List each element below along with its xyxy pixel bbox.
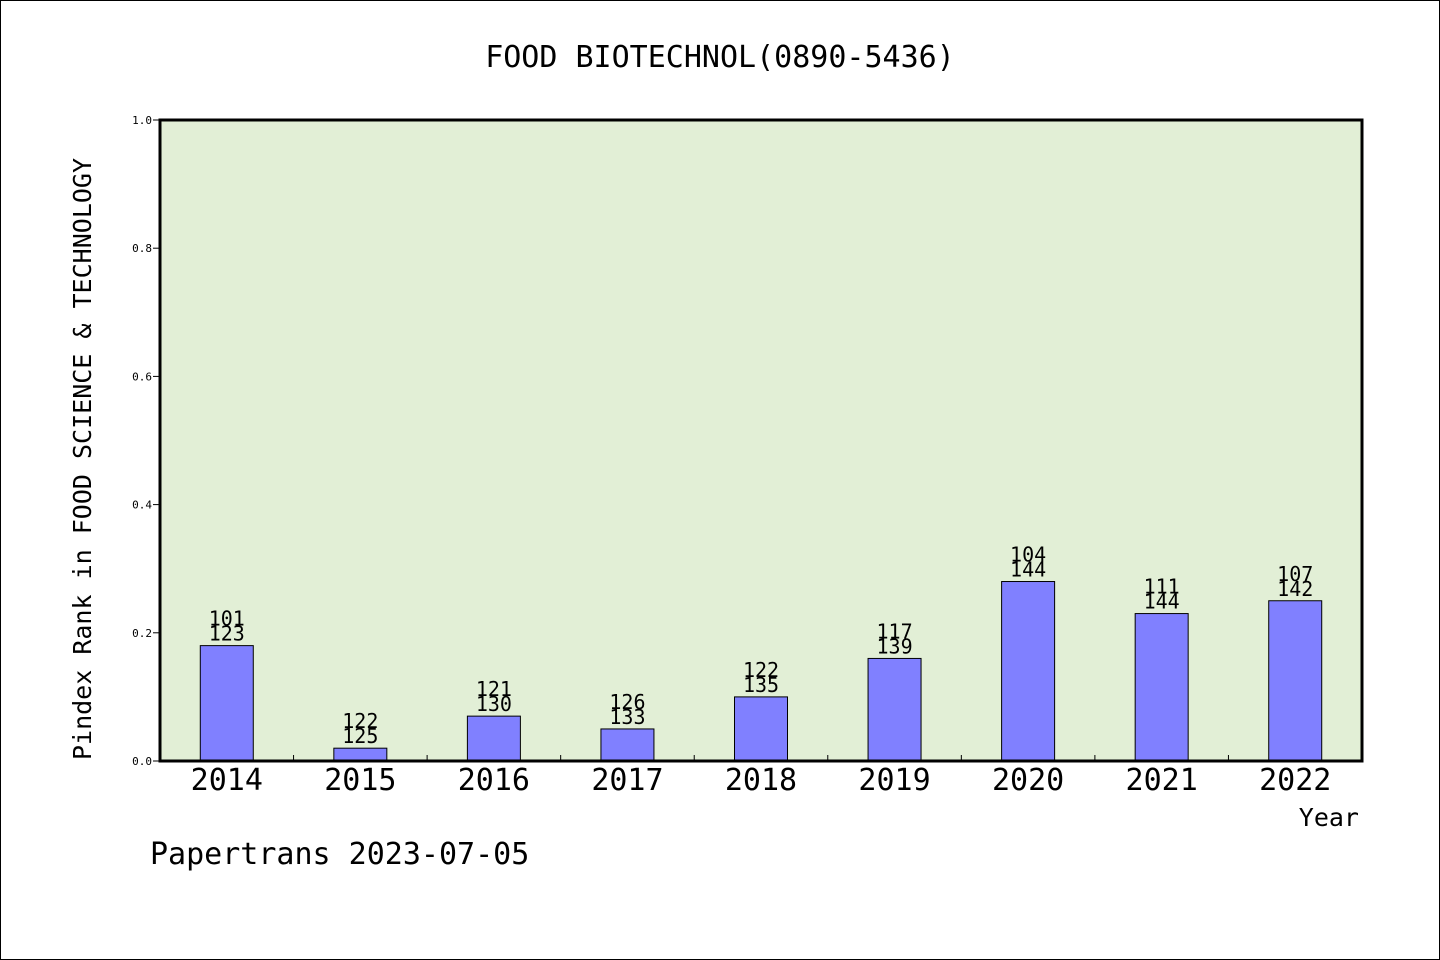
bar-2021 (1134, 613, 1189, 762)
y-tick-label: 0.4 (132, 499, 152, 512)
bar-2017 (600, 728, 655, 762)
bar-2018 (734, 696, 788, 762)
bar-group (199, 581, 1323, 762)
x-tick-label: 2015 (324, 763, 396, 798)
rank-label-2021: 111 (1144, 575, 1180, 599)
bar-2022 (1268, 600, 1323, 762)
total-label-2015: 125 (342, 724, 378, 748)
y-tick-label: 0.0 (132, 755, 152, 768)
total-label-2014: 123 (209, 622, 245, 646)
rank-label-2022: 107 (1277, 562, 1313, 586)
chart-title: FOOD BIOTECHNOL(0890-5436) (485, 40, 955, 75)
x-tick-label: 2016 (458, 763, 530, 798)
bar-2016 (466, 715, 521, 762)
rank-label-2015: 122 (342, 709, 378, 733)
total-label-2017: 133 (609, 705, 645, 729)
y-tick-label: 0.8 (132, 242, 152, 255)
total-label-2019: 139 (876, 634, 912, 658)
total-label-2018: 135 (743, 673, 779, 697)
bar-2020 (1001, 581, 1056, 762)
total-label-2020: 144 (1010, 558, 1046, 582)
total-label-2022: 142 (1277, 577, 1313, 601)
y-axis-ticks: 0.0 0.2 0.4 0.6 0.8 1.0 (132, 114, 160, 768)
x-tick-label: 2022 (1259, 763, 1331, 798)
x-tick-label: 2021 (1126, 763, 1198, 798)
rank-label-2019: 117 (876, 619, 912, 643)
bar-2014 (199, 645, 254, 762)
plot-border (158, 118, 1364, 763)
total-label-2021: 144 (1144, 590, 1180, 614)
x-tick-label: 2020 (992, 763, 1064, 798)
rank-label-2020: 104 (1010, 543, 1046, 567)
x-axis-label: Year (1299, 803, 1359, 832)
rank-label-2016: 121 (476, 677, 512, 701)
bar-2019 (867, 657, 922, 762)
footer-credit: Papertrans 2023-07-05 (150, 837, 529, 872)
rank-label-2014: 101 (209, 607, 245, 631)
x-tick-label: 2019 (858, 763, 930, 798)
x-tick-label: 2017 (591, 763, 663, 798)
rank-label-2017: 126 (609, 690, 645, 714)
bar-2015 (333, 747, 388, 762)
rank-label-2018: 122 (743, 658, 779, 682)
y-tick-label: 0.6 (132, 370, 152, 383)
y-tick-label: 1.0 (132, 114, 152, 127)
y-tick-label: 0.2 (132, 627, 152, 640)
x-tick-label: 2014 (191, 763, 263, 798)
y-axis-label: Pindex Rank in FOOD SCIENCE & TECHNOLOGY (68, 158, 97, 760)
x-tick-label: 2018 (725, 763, 797, 798)
x-axis-ticks: 2014 2015 2016 2017 2018 2019 2020 2021 2022 (191, 755, 1331, 798)
total-label-2016: 130 (476, 692, 512, 716)
